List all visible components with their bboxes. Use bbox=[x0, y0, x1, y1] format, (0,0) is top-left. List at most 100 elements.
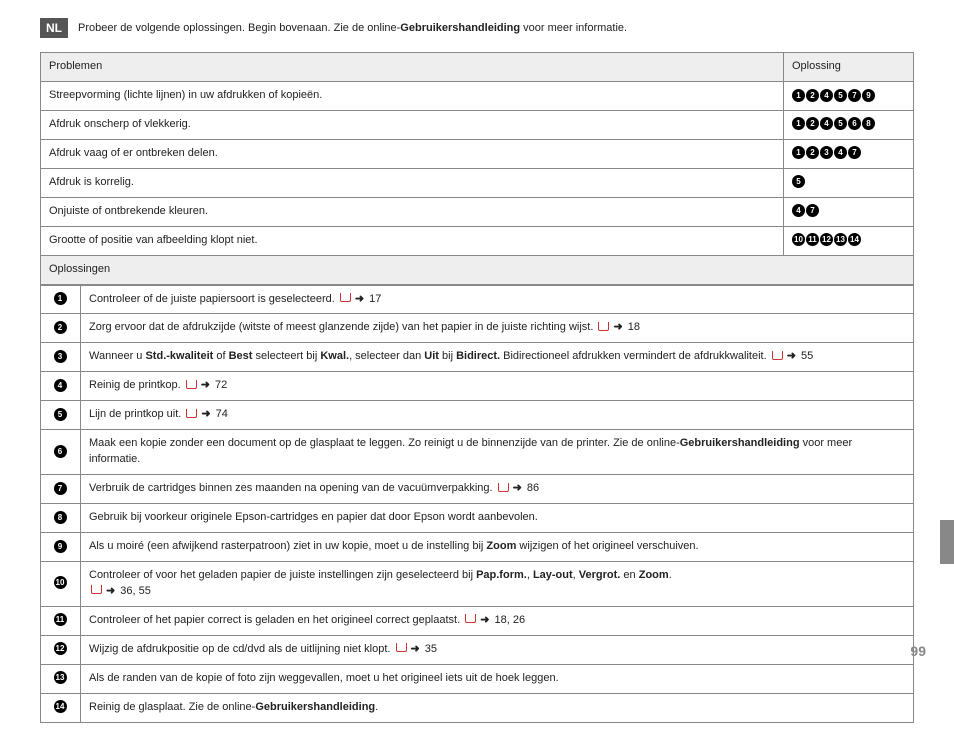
solution-number: 5 bbox=[41, 401, 81, 430]
solution-text: Gebruik bij voorkeur originele Epson-car… bbox=[81, 504, 914, 533]
page-ref: 35 bbox=[422, 643, 437, 655]
circled-number-icon: 1 bbox=[792, 117, 805, 130]
circled-number-icon: 14 bbox=[54, 700, 67, 713]
circled-number-icon: 2 bbox=[806, 117, 819, 130]
circled-number-icon: 12 bbox=[54, 642, 67, 655]
intro-bold: Gebruikershandleiding bbox=[400, 22, 520, 34]
problem-text: Afdruk is korrelig. bbox=[41, 168, 784, 197]
circled-number-icon: 3 bbox=[820, 146, 833, 159]
solution-number: 3 bbox=[41, 343, 81, 372]
page-number: 99 bbox=[910, 643, 926, 659]
troubleshoot-table: Problemen Oplossing Streepvorming (licht… bbox=[40, 52, 914, 285]
page-ref: 18 bbox=[625, 321, 640, 333]
circled-number-icon: 10 bbox=[54, 576, 67, 589]
solution-number: 6 bbox=[41, 430, 81, 475]
intro-pre: Probeer de volgende oplossingen. Begin b… bbox=[78, 22, 400, 34]
side-tab bbox=[940, 520, 954, 564]
solution-number: 8 bbox=[41, 504, 81, 533]
solution-text: Verbruik de cartridges binnen zes maande… bbox=[81, 475, 914, 504]
solution-number: 12 bbox=[41, 635, 81, 664]
bold-term: Kwal. bbox=[320, 350, 349, 362]
solution-text: Lijn de printkop uit. ➜ 74 bbox=[81, 401, 914, 430]
circled-number-icon: 8 bbox=[54, 511, 67, 524]
circled-number-icon: 4 bbox=[820, 89, 833, 102]
intro-row: NL Probeer de volgende oplossingen. Begi… bbox=[40, 18, 914, 38]
bold-term: Zoom bbox=[486, 540, 516, 552]
bold-term: Std.-kwaliteit bbox=[145, 350, 213, 362]
circled-number-icon: 13 bbox=[834, 233, 847, 246]
arrow-icon: ➜ bbox=[787, 350, 796, 362]
solution-number: 14 bbox=[41, 693, 81, 722]
page-ref: 55 bbox=[798, 350, 813, 362]
arrow-icon: ➜ bbox=[613, 321, 622, 333]
problem-codes: 47 bbox=[784, 197, 914, 226]
solution-number: 7 bbox=[41, 475, 81, 504]
problem-codes: 124579 bbox=[784, 81, 914, 110]
circled-number-icon: 4 bbox=[834, 146, 847, 159]
circled-number-icon: 2 bbox=[806, 89, 819, 102]
circled-number-icon: 7 bbox=[54, 482, 67, 495]
problem-codes: 5 bbox=[784, 168, 914, 197]
header-solution: Oplossing bbox=[784, 53, 914, 82]
circled-number-icon: 5 bbox=[792, 175, 805, 188]
solution-text: Zorg ervoor dat de afdrukzijde (witste o… bbox=[81, 314, 914, 343]
circled-number-icon: 4 bbox=[54, 379, 67, 392]
circled-number-icon: 10 bbox=[792, 233, 805, 246]
solution-number: 4 bbox=[41, 372, 81, 401]
solution-text: Maak een kopie zonder een document op de… bbox=[81, 430, 914, 475]
page-ref: 18, 26 bbox=[491, 614, 525, 626]
bold-term: Pap.form. bbox=[476, 569, 527, 581]
bold-term: Gebruikershandleiding bbox=[680, 437, 800, 449]
bold-term: Gebruikershandleiding bbox=[255, 701, 375, 713]
circled-number-icon: 8 bbox=[862, 117, 875, 130]
bold-term: Zoom bbox=[639, 569, 669, 581]
circled-number-icon: 5 bbox=[834, 89, 847, 102]
book-ref-icon bbox=[186, 409, 197, 418]
header-problems: Problemen bbox=[41, 53, 784, 82]
solution-text: Reinig de printkop. ➜ 72 bbox=[81, 372, 914, 401]
circled-number-icon: 4 bbox=[820, 117, 833, 130]
bold-term: Uit bbox=[424, 350, 439, 362]
solution-text: Wanneer u Std.-kwaliteit of Best selecte… bbox=[81, 343, 914, 372]
solution-number: 9 bbox=[41, 532, 81, 561]
solution-text: Reinig de glasplaat. Zie de online-Gebru… bbox=[81, 693, 914, 722]
problem-text: Streepvorming (lichte lijnen) in uw afdr… bbox=[41, 81, 784, 110]
page-ref: 86 bbox=[524, 482, 539, 494]
arrow-icon: ➜ bbox=[480, 614, 489, 626]
arrow-icon: ➜ bbox=[513, 482, 522, 494]
book-ref-icon bbox=[772, 351, 783, 360]
circled-number-icon: 7 bbox=[848, 146, 861, 159]
arrow-icon: ➜ bbox=[201, 379, 210, 391]
solution-text: Als de randen van de kopie of foto zijn … bbox=[81, 664, 914, 693]
problem-text: Onjuiste of ontbrekende kleuren. bbox=[41, 197, 784, 226]
bold-term: Best bbox=[229, 350, 253, 362]
circled-number-icon: 11 bbox=[54, 613, 67, 626]
solution-number: 11 bbox=[41, 606, 81, 635]
intro-text: Probeer de volgende oplossingen. Begin b… bbox=[78, 18, 627, 36]
book-ref-icon bbox=[465, 614, 476, 623]
circled-number-icon: 5 bbox=[54, 408, 67, 421]
circled-number-icon: 1 bbox=[792, 146, 805, 159]
page-ref: 36, 55 bbox=[117, 585, 151, 597]
circled-number-icon: 2 bbox=[54, 321, 67, 334]
page-ref: 72 bbox=[212, 379, 227, 391]
solution-text: Controleer of de juiste papiersoort is g… bbox=[81, 285, 914, 314]
arrow-icon: ➜ bbox=[201, 408, 210, 420]
circled-number-icon: 2 bbox=[806, 146, 819, 159]
circled-number-icon: 14 bbox=[848, 233, 861, 246]
problem-text: Afdruk onscherp of vlekkerig. bbox=[41, 110, 784, 139]
circled-number-icon: 7 bbox=[806, 204, 819, 217]
circled-number-icon: 1 bbox=[54, 292, 67, 305]
solution-text: Controleer of het papier correct is gela… bbox=[81, 606, 914, 635]
book-ref-icon bbox=[340, 293, 351, 302]
problem-codes: 12347 bbox=[784, 139, 914, 168]
book-ref-icon bbox=[186, 380, 197, 389]
circled-number-icon: 13 bbox=[54, 671, 67, 684]
circled-number-icon: 7 bbox=[848, 89, 861, 102]
arrow-icon: ➜ bbox=[411, 643, 420, 655]
solution-number: 10 bbox=[41, 561, 81, 606]
solution-text: Wijzig de afdrukpositie op de cd/dvd als… bbox=[81, 635, 914, 664]
problem-codes: 124568 bbox=[784, 110, 914, 139]
bold-term: Lay-out bbox=[533, 569, 573, 581]
bold-term: Vergrot. bbox=[579, 569, 621, 581]
